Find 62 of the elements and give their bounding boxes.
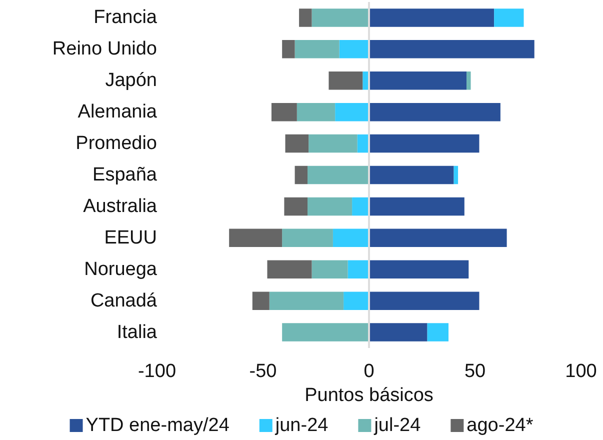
bar [299,8,312,27]
bar [229,228,282,248]
bar [294,166,308,184]
bar [294,40,340,58]
x-tick-label: 0 [364,361,374,382]
bar [466,72,471,90]
bar [284,197,308,216]
y-tick-label: Italia [116,322,158,343]
bar [271,102,297,122]
bar [308,134,358,153]
x-tick-label: 50 [464,361,486,382]
bar [369,134,480,153]
y-tick-label: Australia [83,196,158,217]
bar [369,166,454,184]
bar [369,260,469,278]
y-tick-label: Alemania [78,102,158,123]
x-tick-label: -50 [249,361,277,382]
bar [285,134,309,153]
bar [369,8,494,27]
bar [339,40,369,58]
bar [269,292,344,310]
bar [312,260,348,278]
y-tick-label: Canadá [90,290,158,312]
bar [369,228,507,248]
bar [308,166,369,184]
bar [369,292,480,310]
bar [282,228,333,248]
x-tick-label: -100 [138,361,176,382]
bar [369,72,467,90]
y-tick-label: España [92,164,158,186]
y-tick-label: Reino Unido [52,38,157,60]
bar [308,197,352,216]
bar [454,166,458,184]
bar [494,8,524,27]
bar [282,40,295,58]
x-tick-label: 100 [565,361,597,382]
bar [267,260,312,278]
bar [369,197,464,216]
bar [369,323,428,342]
y-tick-label: Promedio [76,133,157,154]
bar [282,323,369,342]
legend-label: YTD ene-may/24 [86,415,230,436]
x-axis-title: Puntos básicos [304,384,434,406]
legend-label: jun-24 [274,415,329,436]
y-tick-label: EEUU [104,227,157,248]
bar [369,40,534,58]
y-tick-label: Noruega [84,258,158,280]
y-tick-label: Japón [105,70,157,92]
bar [296,102,336,122]
bar [335,102,369,122]
bar [348,260,369,278]
bar [328,72,363,90]
bar [352,197,369,216]
bar [312,8,369,27]
bar [344,292,369,310]
bar [369,102,500,122]
y-tick-label: Francia [94,7,158,28]
bar [332,228,369,248]
legend-label: jul-24 [373,415,422,436]
bar [252,292,270,310]
bar [427,323,448,342]
legend-label: ago-24* [466,415,534,436]
